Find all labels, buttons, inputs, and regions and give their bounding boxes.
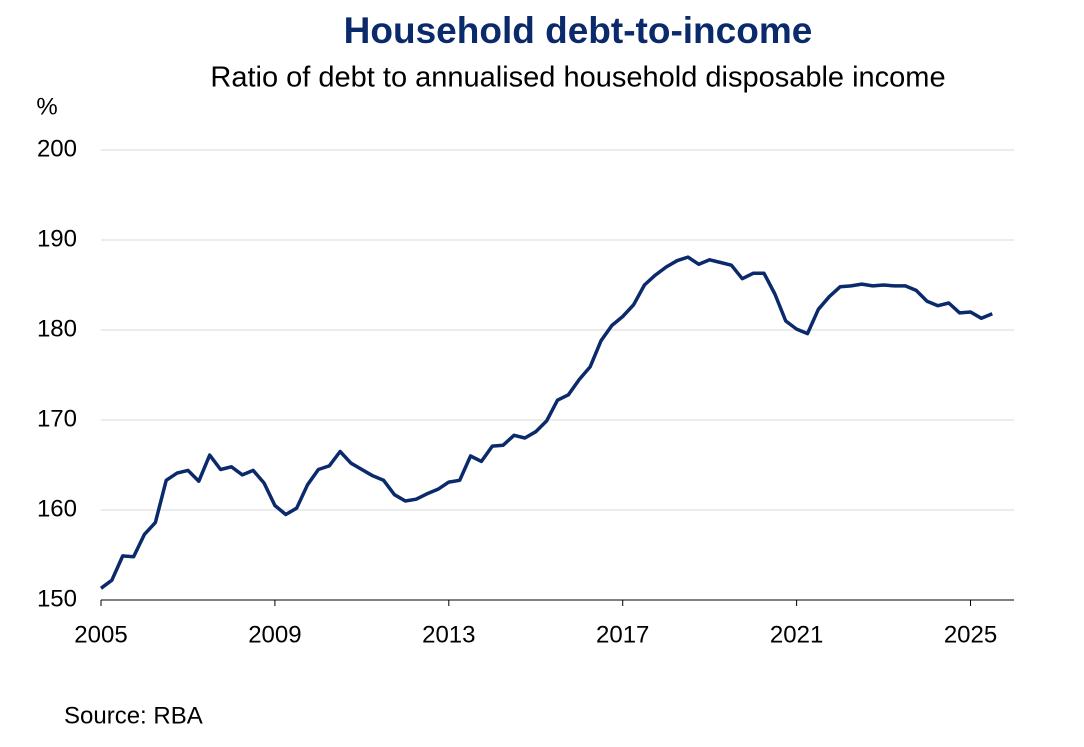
y-tick-label: 170 xyxy=(37,405,77,432)
y-tick-label: 160 xyxy=(37,495,77,522)
x-tick-label: 2009 xyxy=(248,621,301,648)
y-tick-label: 190 xyxy=(37,225,77,252)
x-tick-label: 2017 xyxy=(596,621,649,648)
chart-title: Household debt-to-income xyxy=(344,10,813,51)
x-tick-label: 2025 xyxy=(944,621,997,648)
x-tick-label: 2013 xyxy=(422,621,475,648)
x-tick-label: 2021 xyxy=(770,621,823,648)
y-tick-label: 200 xyxy=(37,135,77,162)
y-axis-label: % xyxy=(36,93,57,120)
source: Source: RBA xyxy=(64,702,203,729)
chart-subtitle: Ratio of debt to annualised household di… xyxy=(210,62,945,94)
x-tick-label: 2005 xyxy=(74,621,127,648)
y-tick-label: 150 xyxy=(37,585,77,612)
series-line xyxy=(99,255,993,590)
y-tick-label: 180 xyxy=(37,315,77,342)
